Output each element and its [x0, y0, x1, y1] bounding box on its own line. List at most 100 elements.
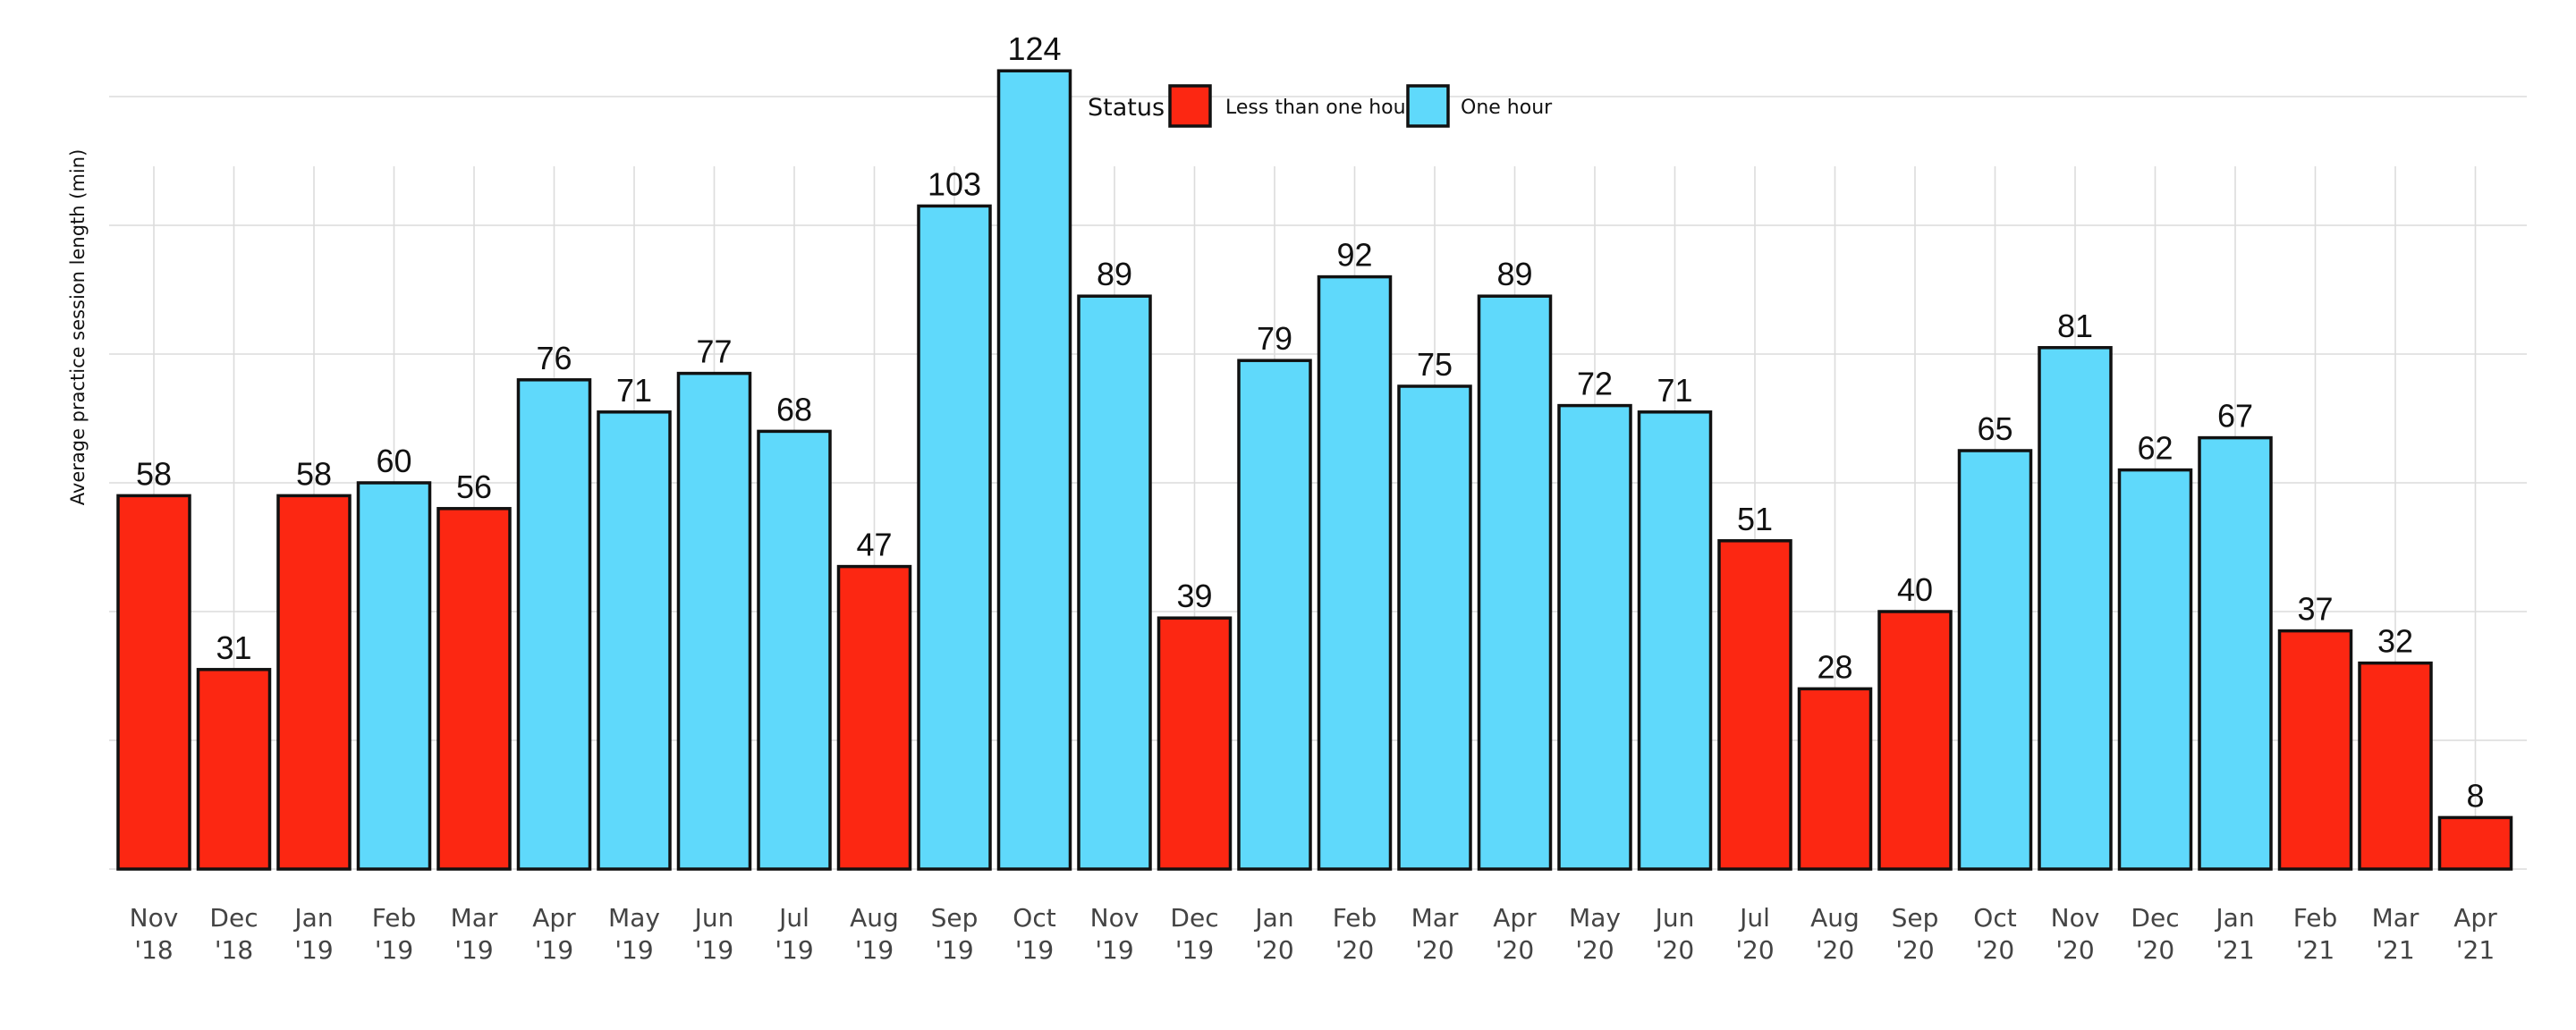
x-tick-label-month: Jan [2214, 903, 2254, 933]
bar [757, 429, 832, 871]
x-tick-label-month: Mar [1411, 903, 1459, 933]
x-tick-label-year: '20 [2136, 935, 2174, 965]
x-tick-label-month: Mar [2372, 903, 2419, 933]
bars [116, 69, 2513, 871]
x-tick-label-year: '19 [454, 935, 493, 965]
bar [597, 410, 672, 871]
x-tick-label-year: '20 [2055, 935, 2094, 965]
x-tick-label-month: Oct [1973, 903, 2016, 933]
x-tick-label-year: '19 [935, 935, 973, 965]
legend-label-one-hour: One hour [1461, 97, 1553, 119]
x-tick-label-year: '20 [1335, 935, 1374, 965]
x-tick-label-month: Jan [1253, 903, 1293, 933]
x-tick-label-year: '19 [1095, 935, 1133, 965]
x-tick-label-year: '20 [1656, 935, 1694, 965]
x-tick-label-year: '19 [614, 935, 653, 965]
x-tick-label-month: Oct [1013, 903, 1055, 933]
bar-value-label: 89 [1097, 256, 1132, 292]
y-axis-label: Average practice session length (min) [67, 149, 89, 506]
bar-value-label: 72 [1577, 366, 1613, 402]
legend-title: Status [1088, 94, 1165, 122]
bar-value-label: 58 [136, 455, 172, 492]
bar-value-label: 67 [2217, 398, 2253, 435]
x-tick-label-month: Sep [931, 903, 979, 933]
x-tick-label-month: Apr [532, 903, 576, 933]
bar-value-label: 37 [2297, 591, 2333, 628]
x-tick-label-month: Apr [2453, 903, 2497, 933]
x-tick-label-year: '21 [2376, 935, 2414, 965]
bar [1477, 294, 1553, 871]
bar-value-label: 28 [1817, 648, 1852, 685]
x-tick-label-month: Dec [2131, 903, 2179, 933]
bar-value-label: 51 [1737, 501, 1773, 537]
bar [1877, 610, 1953, 871]
x-tick-label-month: May [1569, 903, 1621, 933]
bar-value-label: 92 [1336, 237, 1372, 274]
x-tick-label-month: Dec [209, 903, 258, 933]
bar-value-label: 75 [1417, 346, 1453, 383]
x-tick-label-year: '19 [535, 935, 573, 965]
bar-value-label: 79 [1257, 320, 1292, 357]
bar [356, 481, 432, 871]
x-tick-label-month: Feb [1333, 903, 1377, 933]
bar-value-label: 124 [1007, 30, 1061, 67]
x-tick-label-month: Mar [451, 903, 498, 933]
bar-value-label: 58 [296, 455, 332, 492]
x-tick-label-year: '20 [1895, 935, 1934, 965]
bar [1157, 616, 1233, 871]
bar-value-label: 40 [1897, 571, 1933, 608]
x-tick-label-year: '21 [2216, 935, 2254, 965]
x-tick-label-year: '18 [134, 935, 173, 965]
x-tick-label-month: Nov [130, 903, 179, 933]
x-tick-label-month: Nov [1090, 903, 1140, 933]
bar-value-label: 56 [456, 469, 492, 505]
bar-value-label: 62 [2137, 430, 2173, 467]
bar-value-label: 68 [776, 391, 812, 427]
bar [1637, 410, 1713, 871]
bar [2358, 661, 2433, 871]
x-tick-label-month: Nov [2051, 903, 2100, 933]
legend-swatch-less-than-one-hour [1168, 84, 1212, 128]
x-tick-label-year: '19 [1175, 935, 1214, 965]
x-tick-label-year: '20 [1816, 935, 1854, 965]
bar [1317, 274, 1393, 871]
legend-label-less-than-one-hour: Less than one hour [1225, 97, 1415, 119]
bar [276, 494, 352, 871]
x-tick-label-year: '19 [695, 935, 733, 965]
bar [1397, 384, 1472, 871]
x-tick-label-year: '19 [375, 935, 413, 965]
legend: Status Less than one hour One hour [1088, 84, 1553, 128]
bar [1797, 687, 1873, 871]
bar-value-label: 103 [928, 165, 981, 202]
value-labels: 58 31 58 60 56 76 71 77 68 47 103 124 89 39 79 92 75 89 72… [136, 30, 2485, 814]
x-tick-label-month: Apr [1493, 903, 1537, 933]
bar [2277, 629, 2353, 871]
x-tick-label-year: '19 [775, 935, 813, 965]
bar-value-label: 81 [2057, 308, 2093, 344]
x-tick-label-month: Feb [372, 903, 417, 933]
x-tick-label-month: Jul [777, 903, 809, 933]
bar [2038, 346, 2113, 871]
bar-value-label: 31 [216, 629, 251, 666]
bar-value-label: 76 [536, 340, 572, 376]
x-tick-label-month: Aug [850, 903, 899, 933]
bar [996, 69, 1072, 871]
bar-value-label: 8 [2466, 777, 2484, 814]
bar [1237, 359, 1312, 871]
bar-value-label: 89 [1496, 256, 1532, 292]
x-axis-ticks: Nov'18Dec'18Jan'19Feb'19Mar'19Apr'19May'… [130, 903, 2498, 965]
bar-value-label: 65 [1977, 410, 2012, 447]
x-tick-label-year: '21 [2296, 935, 2334, 965]
x-tick-label-year: '20 [1575, 935, 1614, 965]
bar [1077, 294, 1152, 871]
bar [1557, 403, 1632, 871]
x-tick-label-month: Jul [1738, 903, 1770, 933]
bar-value-label: 71 [1657, 372, 1692, 409]
x-tick-label-year: '19 [294, 935, 333, 965]
bar [1717, 539, 1792, 871]
x-tick-label-year: '20 [1496, 935, 1534, 965]
bar [2437, 815, 2513, 871]
x-tick-label-month: Jan [292, 903, 333, 933]
x-tick-label-year: '20 [1255, 935, 1293, 965]
